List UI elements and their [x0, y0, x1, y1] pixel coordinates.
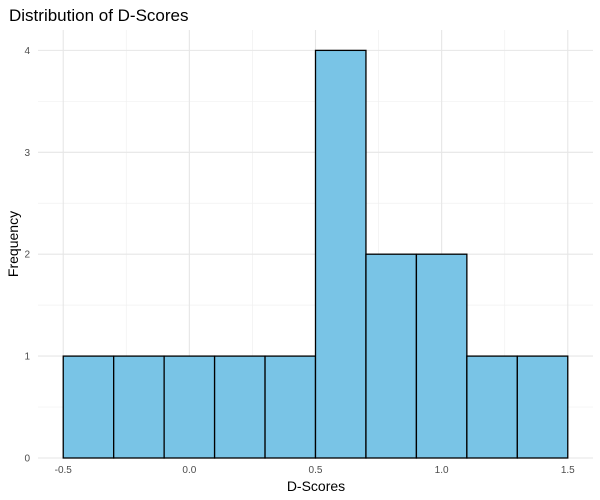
y-tick-label: 2: [24, 250, 30, 261]
x-tick-label: -0.5: [55, 465, 73, 476]
x-axis-label: D-Scores: [287, 478, 345, 494]
histogram-bar: [314, 49, 367, 459]
histogram-bar: [516, 355, 569, 459]
histogram-bar: [163, 355, 216, 459]
x-axis-ticks: -0.5 0.0 0.5 1.0 1.5: [55, 465, 576, 476]
histogram-bar: [213, 355, 266, 459]
histogram-bar: [365, 253, 418, 459]
histogram-bar: [113, 355, 165, 459]
y-tick-label: 1: [24, 352, 30, 363]
y-axis-label: Frequency: [5, 211, 21, 277]
x-tick-label: 0.5: [309, 465, 323, 476]
histogram-bar: [62, 355, 115, 459]
x-tick-label: 1.5: [561, 465, 575, 476]
histogram-bar: [466, 355, 518, 459]
histogram-bar: [415, 253, 468, 459]
y-tick-label: 0: [24, 454, 30, 465]
chart-title: Distribution of D-Scores: [9, 6, 189, 25]
y-tick-label: 3: [24, 148, 30, 159]
x-tick-label: 1.0: [435, 465, 449, 476]
bars: [62, 49, 569, 459]
y-tick-label: 4: [24, 46, 30, 57]
histogram-bar: [264, 355, 317, 459]
x-tick-label: 0.0: [182, 465, 196, 476]
y-axis-ticks: 0 1 2 3 4: [24, 46, 30, 465]
